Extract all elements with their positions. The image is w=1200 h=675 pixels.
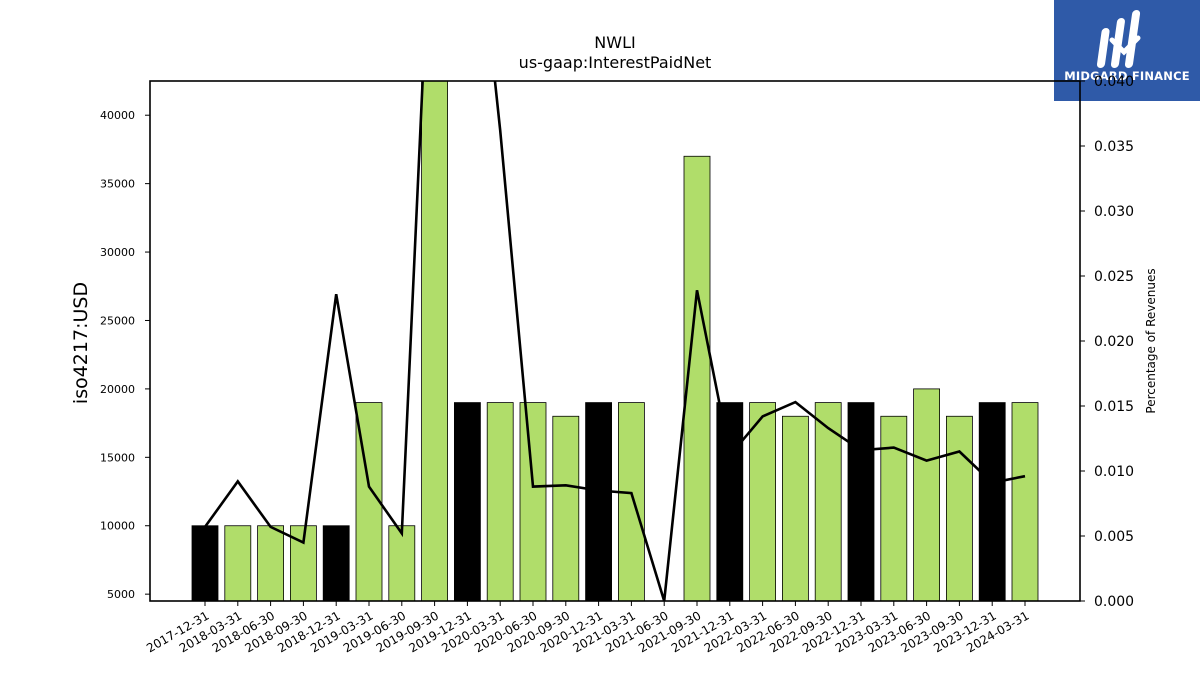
bar-2019-06-30 xyxy=(388,525,416,601)
y2-tick-label: 0.005 xyxy=(1094,529,1134,545)
y2-tick-label: 0.025 xyxy=(1094,269,1134,285)
mf-logo-icon xyxy=(1096,10,1141,68)
bar-2018-03-31 xyxy=(224,525,252,601)
y-tick-label: 20000 xyxy=(100,383,135,396)
brand-name: MIDGARD FINANCE xyxy=(1064,69,1190,83)
bar-2018-12-31 xyxy=(322,525,350,601)
bar-2022-03-31 xyxy=(749,402,776,601)
bar-2022-09-30 xyxy=(814,402,842,601)
y-tick-label: 30000 xyxy=(100,246,135,259)
y-axis-ticks: 5000 10000 15000 20000 25000 30000 35000 40000 xyxy=(100,109,150,601)
y-tick-label: 15000 xyxy=(100,451,135,464)
x-axis-ticks: 2017-12-312018-03-312018-06-302018-09-30… xyxy=(144,601,1032,655)
y-tick-label: 10000 xyxy=(100,520,135,533)
line-series xyxy=(203,81,1026,601)
bar-2017-12-31 xyxy=(191,525,219,601)
y2-tick-label: 0.040 xyxy=(1094,74,1134,90)
y-tick-label: 40000 xyxy=(100,109,135,122)
chart-title: NWLI xyxy=(594,33,635,52)
bar-2021-12-31 xyxy=(716,402,744,601)
y-tick-label: 35000 xyxy=(100,178,135,191)
y2-tick-label: 0.035 xyxy=(1094,139,1134,155)
bar-2019-12-31 xyxy=(453,402,481,601)
y2-tick-label: 0.000 xyxy=(1094,594,1134,610)
bar-2020-12-31 xyxy=(585,402,612,601)
y-tick-label: 5000 xyxy=(107,588,135,601)
bar-2020-03-31 xyxy=(486,402,514,601)
bar-2022-12-31 xyxy=(847,402,875,601)
y2-tick-label: 0.010 xyxy=(1094,464,1134,480)
bar-2020-09-30 xyxy=(552,415,580,601)
bar-2023-09-30 xyxy=(946,415,973,601)
bar-2022-06-30 xyxy=(782,415,809,601)
brand-logo: MIDGARD FINANCE xyxy=(1054,0,1200,101)
y2-axis-ticks: 0.000 0.005 0.010 0.015 0.020 0.025 0.030 0.035… xyxy=(1080,74,1134,610)
bar-2020-06-30 xyxy=(519,402,547,601)
y2-axis-label: Percentage of Revenues xyxy=(1144,268,1158,413)
bars xyxy=(191,81,1039,601)
bar-2023-03-31 xyxy=(880,415,908,601)
y-tick-label: 25000 xyxy=(100,314,135,327)
bar-2023-06-30 xyxy=(913,388,940,601)
bar-2024-03-31 xyxy=(1011,402,1039,601)
plot-frame xyxy=(149,80,1081,602)
bar-2023-12-31 xyxy=(978,402,1006,601)
bar-2018-06-30 xyxy=(257,525,285,601)
y2-tick-label: 0.020 xyxy=(1094,334,1134,350)
revenue-percentage-line xyxy=(203,81,1026,601)
bar-2019-09-30 xyxy=(421,81,449,601)
chart-subtitle: us-gaap:InterestPaidNet xyxy=(519,53,712,72)
bar-2021-03-31 xyxy=(618,402,645,601)
y2-tick-label: 0.015 xyxy=(1094,399,1134,415)
y-axis-label: iso4217:USD xyxy=(70,282,92,404)
y2-tick-label: 0.030 xyxy=(1094,204,1134,220)
